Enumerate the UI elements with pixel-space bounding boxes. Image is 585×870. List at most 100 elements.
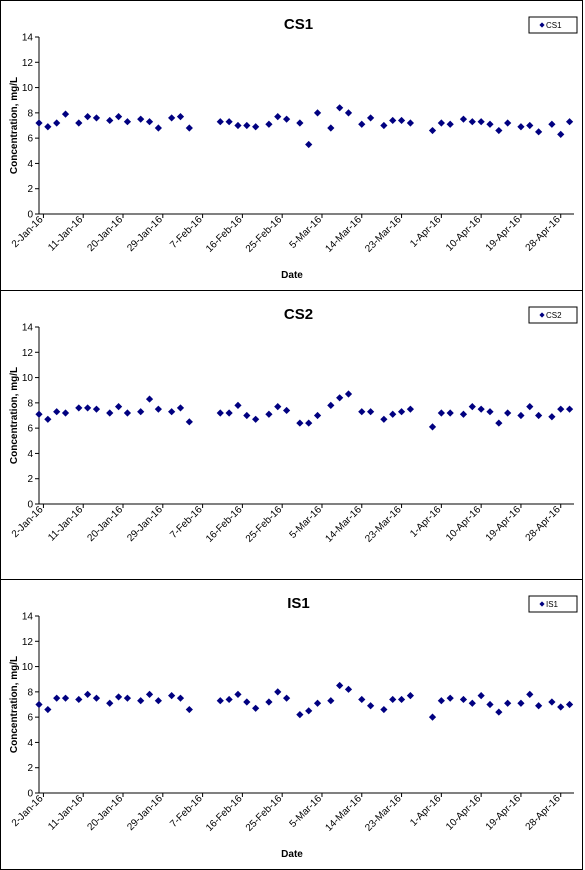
data-point	[84, 113, 92, 121]
data-point	[137, 697, 145, 705]
x-tick-label: 23-Mar-16	[363, 504, 404, 545]
data-point	[176, 404, 185, 412]
data-point	[84, 404, 92, 412]
data-point	[168, 408, 176, 416]
data-point	[114, 693, 123, 701]
x-tick-label: 29-Jan-16	[125, 504, 165, 544]
data-point	[243, 698, 251, 706]
data-point	[495, 126, 503, 135]
x-tick-label: 20-Jan-16	[86, 504, 126, 544]
data-point	[123, 694, 132, 702]
x-tick-label: 25-Feb-16	[244, 793, 285, 834]
legend-box	[528, 595, 578, 613]
data-point	[344, 109, 353, 117]
y-axis-title: Concentration, mg/L	[9, 656, 20, 753]
data-point	[92, 405, 101, 413]
data-point	[526, 690, 534, 698]
data-point	[380, 705, 388, 714]
y-tick-label: 0	[27, 500, 33, 511]
chart-panel-is1: IS1 0 2 4 6 8 10 12 14 2-Jan-16 11-Jan-16 20-Jan-16…	[0, 579, 583, 870]
data-point	[446, 120, 454, 128]
data-point	[168, 692, 176, 700]
data-point	[274, 688, 282, 696]
data-point	[495, 419, 503, 427]
y-tick-label: 6	[27, 713, 33, 724]
x-tick-label: 14-Mar-16	[323, 504, 364, 545]
data-point	[344, 685, 353, 693]
data-point	[283, 694, 291, 702]
data-point	[327, 124, 335, 132]
data-point	[557, 405, 565, 413]
data-point	[296, 119, 304, 127]
x-tick-label: 23-Mar-16	[363, 793, 404, 834]
data-point	[274, 113, 282, 121]
data-point	[535, 128, 543, 136]
y-tick-label: 2	[27, 184, 33, 195]
data-point	[504, 699, 512, 707]
x-tick-label: 20-Jan-16	[86, 793, 126, 833]
legend-marker	[539, 22, 545, 28]
data-point	[548, 413, 556, 421]
x-tick-label: 23-Mar-16	[363, 214, 404, 255]
x-tick-label: 16-Feb-16	[204, 504, 245, 545]
data-point	[504, 409, 512, 417]
data-point	[459, 695, 468, 704]
data-point	[367, 408, 375, 416]
data-point	[137, 115, 145, 123]
x-tick-label: 14-Mar-16	[323, 214, 364, 255]
y-tick-label: 4	[27, 159, 33, 170]
data-point	[154, 697, 162, 705]
data-point	[548, 120, 556, 128]
data-point	[557, 703, 565, 711]
data-point	[35, 410, 43, 418]
x-tick-label: 1-Apr-16	[408, 504, 444, 540]
data-point	[44, 123, 52, 131]
data-point	[389, 695, 397, 704]
data-point	[486, 408, 494, 416]
x-tick-label: 10-Apr-16	[444, 793, 484, 833]
legend-label: IS1	[546, 600, 559, 609]
data-point	[265, 698, 273, 706]
y-tick-label: 6	[27, 424, 33, 435]
data-point	[380, 415, 388, 423]
x-tick-label: 25-Feb-16	[244, 214, 285, 255]
y-tick-label: 8	[27, 398, 33, 409]
y-tick-label: 0	[27, 210, 33, 221]
data-point	[428, 126, 437, 135]
legend-marker	[539, 601, 545, 607]
x-tick-label: 20-Jan-16	[86, 214, 126, 254]
x-tick-label: 28-Apr-16	[524, 214, 564, 254]
data-point	[137, 408, 145, 416]
data-point	[53, 694, 61, 702]
x-tick-label: 7-Feb-16	[168, 214, 205, 251]
data-point	[336, 104, 344, 112]
y-tick-label: 12	[22, 58, 34, 69]
data-point	[145, 395, 154, 403]
data-point	[327, 697, 335, 705]
data-point	[114, 403, 123, 411]
legend-label: CS1	[546, 21, 562, 30]
data-point	[252, 123, 260, 131]
data-point	[283, 406, 291, 415]
data-point	[437, 409, 445, 417]
data-point	[477, 405, 485, 413]
data-point	[437, 697, 445, 705]
data-point	[517, 123, 525, 131]
data-point	[61, 694, 70, 702]
data-point	[557, 130, 565, 138]
y-tick-label: 12	[22, 348, 34, 359]
data-point	[283, 115, 291, 123]
x-tick-label: 29-Jan-16	[125, 214, 165, 254]
x-tick-label: 1-Apr-16	[408, 214, 444, 250]
chart-title: CS2	[284, 306, 313, 323]
data-point	[92, 694, 101, 702]
data-point	[486, 700, 494, 709]
data-point	[225, 695, 233, 704]
data-point	[44, 415, 52, 423]
data-point	[145, 118, 154, 126]
x-tick-label: 7-Feb-16	[168, 504, 205, 541]
data-point	[380, 121, 388, 130]
data-point	[446, 409, 454, 417]
